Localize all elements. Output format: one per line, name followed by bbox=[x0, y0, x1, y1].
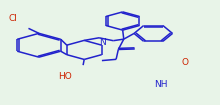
Text: HO: HO bbox=[58, 72, 72, 81]
Text: NH: NH bbox=[155, 80, 168, 89]
Text: N: N bbox=[99, 38, 106, 47]
Text: O: O bbox=[182, 58, 189, 67]
Text: Cl: Cl bbox=[9, 14, 18, 23]
